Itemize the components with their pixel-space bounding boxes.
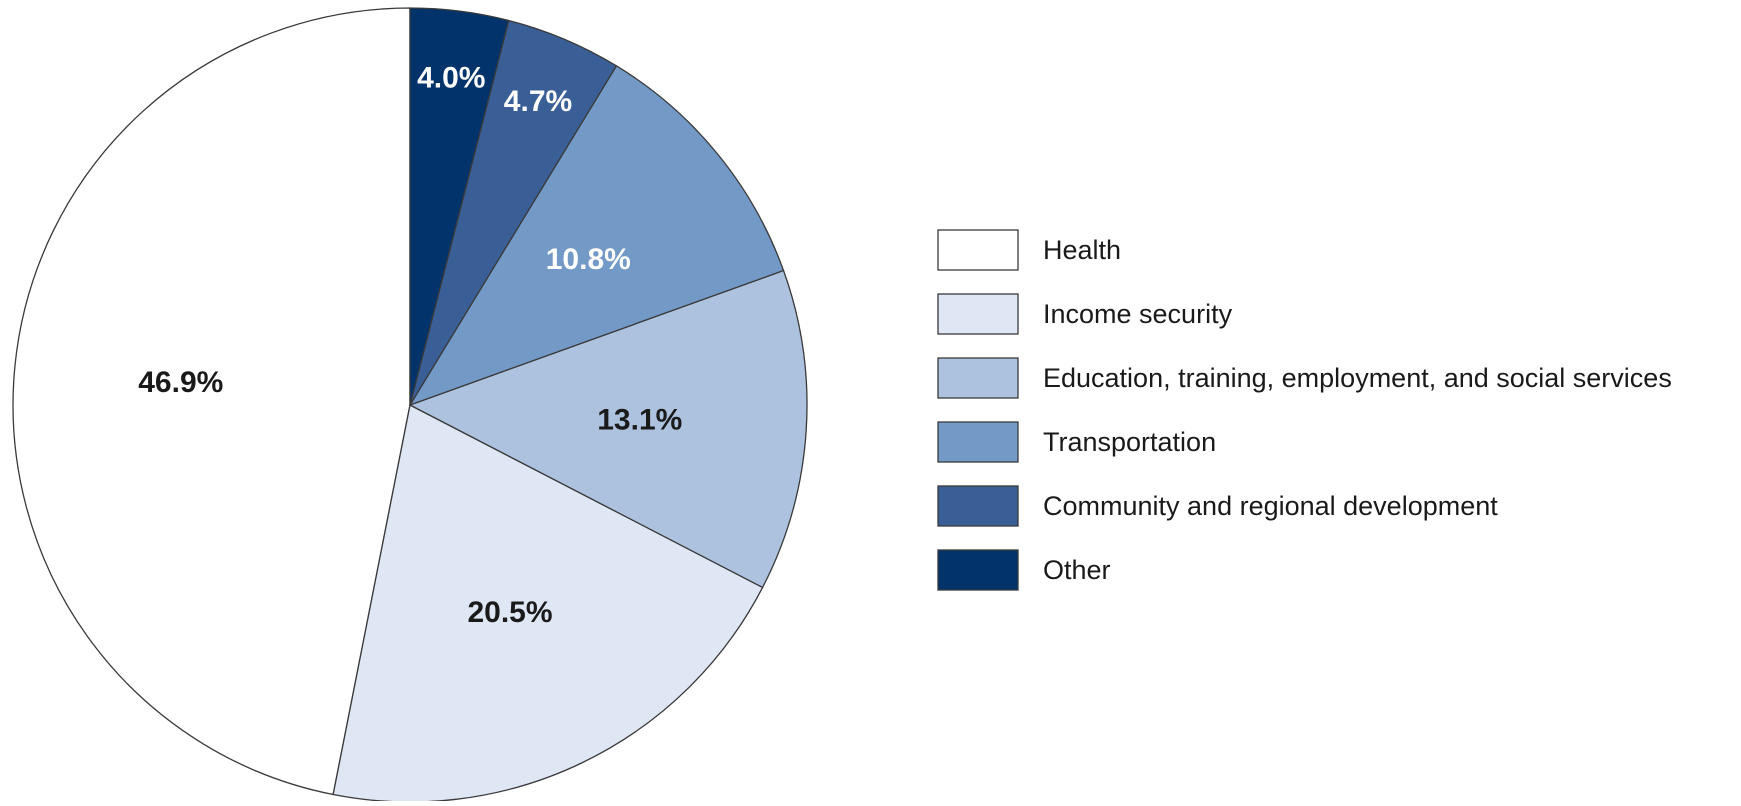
legend-label-community-and-regional-development: Community and regional development: [1043, 491, 1498, 521]
legend-swatch-community-and-regional-development: [937, 485, 1019, 527]
legend-item-other: Other: [937, 549, 1111, 591]
legend-swatch-transportation: [937, 421, 1019, 463]
slice-value-label-transportation: 10.8%: [546, 243, 631, 276]
legend-item-education-training-employment-and-social-services: Education, training, employment, and soc…: [937, 357, 1672, 399]
legend-label-transportation: Transportation: [1043, 427, 1216, 457]
legend-label-other: Other: [1043, 555, 1111, 585]
slice-value-label-education-training-employment-and-social-services: 13.1%: [597, 404, 682, 437]
legend-item-transportation: Transportation: [937, 421, 1216, 463]
legend-label-education-training-employment-and-social-services: Education, training, employment, and soc…: [1043, 363, 1672, 393]
legend-swatch-education-training-employment-and-social-services: [937, 357, 1019, 399]
legend-swatch-other: [937, 549, 1019, 591]
slice-value-label-health: 46.9%: [138, 366, 223, 399]
pie-slice-health: [12, 7, 411, 796]
legend: Health Income security Education, training…: [937, 229, 1672, 591]
slice-value-label-community-and-regional-development: 4.7%: [504, 85, 572, 118]
slice-value-label-other: 4.0%: [417, 62, 485, 95]
pie-slice-labels: 46.9% 20.5% 13.1% 10.8% 4.7% 4.0%: [138, 62, 682, 629]
legend-item-health: Health: [937, 229, 1121, 271]
pie-slices: [12, 7, 808, 803]
legend-swatch-health: [937, 229, 1019, 271]
legend-item-income-security: Income security: [937, 293, 1233, 335]
pie-slice-other: [409, 7, 510, 406]
legend-label-health: Health: [1043, 235, 1121, 265]
slice-value-label-income-security: 20.5%: [467, 596, 552, 629]
pie-slice-education-training-employment-and-social-services: [409, 269, 808, 589]
pie-slice-transportation: [409, 65, 785, 406]
legend-item-community-and-regional-development: Community and regional development: [937, 485, 1498, 527]
legend-swatch-income-security: [937, 293, 1019, 335]
legend-label-income-security: Income security: [1043, 299, 1233, 329]
